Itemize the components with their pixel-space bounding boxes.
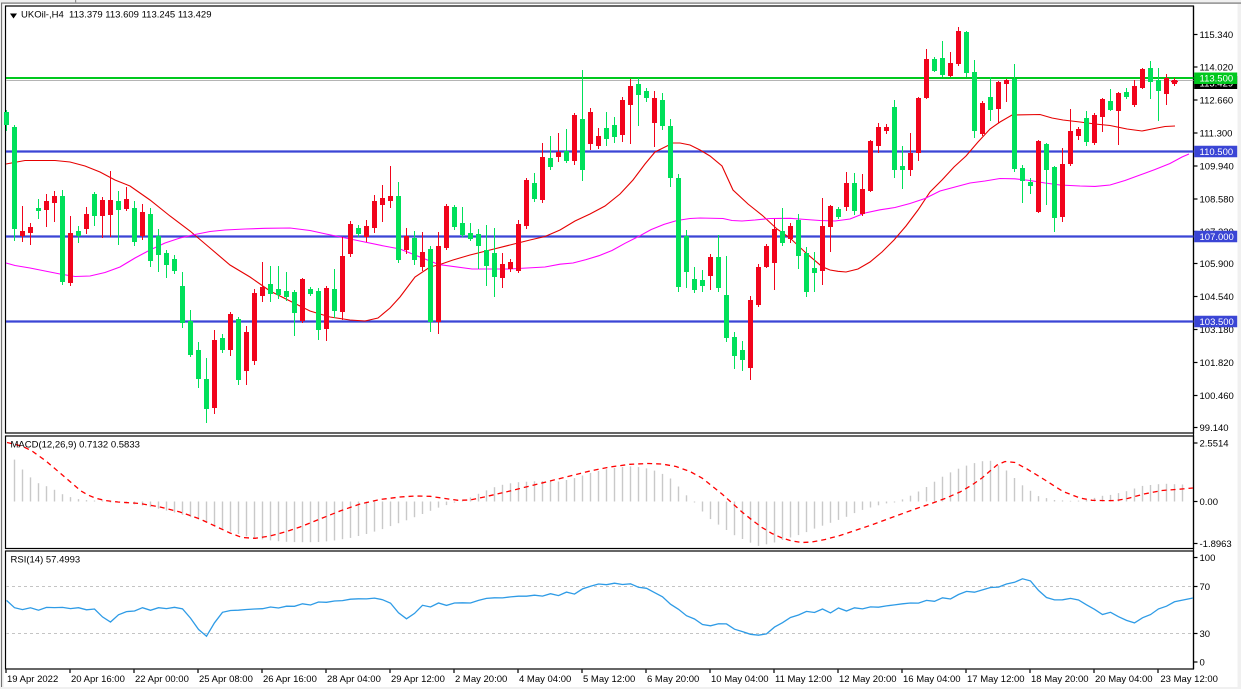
- svg-text:0.00: 0.00: [1200, 497, 1219, 508]
- svg-text:107.000: 107.000: [1200, 232, 1234, 243]
- svg-text:99.140: 99.140: [1200, 423, 1229, 434]
- svg-text:25 Apr 08:00: 25 Apr 08:00: [199, 674, 253, 685]
- svg-text:115.340: 115.340: [1200, 30, 1234, 41]
- svg-text:103.180: 103.180: [1200, 325, 1234, 336]
- svg-text:105.900: 105.900: [1200, 259, 1234, 270]
- svg-text:-1.8963: -1.8963: [1200, 539, 1232, 550]
- svg-text:108.580: 108.580: [1200, 194, 1234, 205]
- svg-text:29 Apr 12:00: 29 Apr 12:00: [391, 674, 445, 685]
- svg-text:22 Apr 00:00: 22 Apr 00:00: [135, 674, 189, 685]
- svg-text:109.940: 109.940: [1200, 161, 1234, 172]
- svg-text:20 Apr 16:00: 20 Apr 16:00: [71, 674, 125, 685]
- svg-text:113.500: 113.500: [1200, 74, 1234, 85]
- svg-text:11 May 12:00: 11 May 12:00: [775, 674, 832, 685]
- svg-text:30: 30: [1200, 629, 1211, 640]
- svg-text:UKOil-,H4 113.379 113.609 113: UKOil-,H4 113.379 113.609 113.245 113.42…: [21, 10, 212, 21]
- svg-text:114.020: 114.020: [1200, 62, 1234, 73]
- svg-text:100.460: 100.460: [1200, 391, 1234, 402]
- svg-text:12 May 20:00: 12 May 20:00: [839, 674, 897, 685]
- svg-text:20 May 04:00: 20 May 04:00: [1095, 674, 1153, 685]
- svg-text:112.660: 112.660: [1200, 95, 1234, 106]
- svg-text:17 May 12:00: 17 May 12:00: [967, 674, 1025, 685]
- svg-text:70: 70: [1200, 582, 1211, 593]
- svg-text:104.540: 104.540: [1200, 292, 1234, 303]
- svg-text:101.820: 101.820: [1200, 358, 1234, 369]
- svg-text:23 May 12:00: 23 May 12:00: [1160, 674, 1218, 685]
- svg-text:28 Apr 04:00: 28 Apr 04:00: [327, 674, 381, 685]
- svg-text:10 May 04:00: 10 May 04:00: [711, 674, 769, 685]
- svg-text:2.5514: 2.5514: [1200, 438, 1229, 449]
- svg-text:MACD(12,26,9) 0.7132 0.5833: MACD(12,26,9) 0.7132 0.5833: [11, 440, 140, 451]
- svg-text:110.500: 110.500: [1200, 147, 1234, 158]
- svg-text:18 May 20:00: 18 May 20:00: [1031, 674, 1089, 685]
- svg-text:5 May 12:00: 5 May 12:00: [583, 674, 635, 685]
- svg-text:111.300: 111.300: [1200, 128, 1233, 139]
- svg-text:RSI(14) 57.4993: RSI(14) 57.4993: [11, 555, 81, 566]
- svg-text:26 Apr 16:00: 26 Apr 16:00: [263, 674, 317, 685]
- svg-text:2 May 20:00: 2 May 20:00: [455, 674, 507, 685]
- svg-text:4 May 04:00: 4 May 04:00: [519, 674, 571, 685]
- svg-text:16 May 04:00: 16 May 04:00: [903, 674, 961, 685]
- svg-text:6 May 20:00: 6 May 20:00: [647, 674, 699, 685]
- svg-text:19 Apr 2022: 19 Apr 2022: [7, 674, 58, 685]
- svg-text:100: 100: [1200, 553, 1216, 564]
- svg-text:0: 0: [1200, 657, 1205, 668]
- svg-text:103.500: 103.500: [1200, 317, 1234, 328]
